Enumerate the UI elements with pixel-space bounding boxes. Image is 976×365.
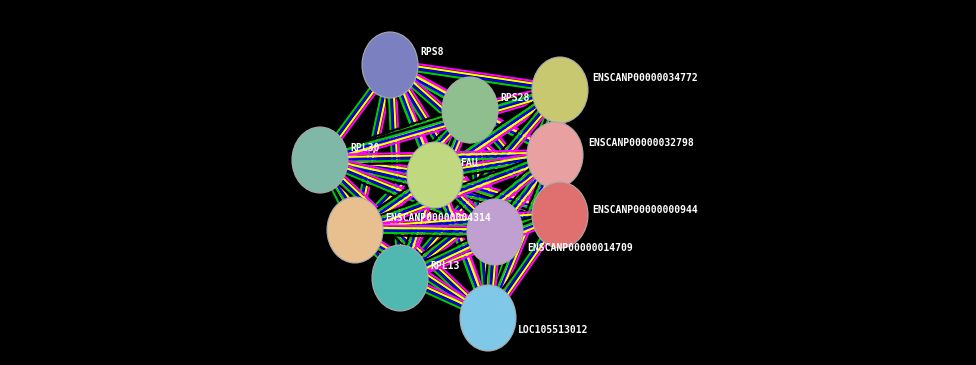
Ellipse shape [467,199,523,265]
Text: FAU: FAU [460,158,477,168]
Text: RPL13: RPL13 [430,261,460,271]
Text: ENSCANP00000034772: ENSCANP00000034772 [592,73,698,83]
Text: ENSCANP00000004314: ENSCANP00000004314 [385,213,491,223]
Ellipse shape [527,122,583,188]
Text: ENSCANP00000014709: ENSCANP00000014709 [527,243,632,253]
Text: RPL30: RPL30 [350,143,380,153]
Ellipse shape [362,32,418,98]
Ellipse shape [372,245,428,311]
Ellipse shape [532,182,588,248]
Ellipse shape [442,77,498,143]
Ellipse shape [327,197,383,263]
Ellipse shape [407,142,463,208]
Ellipse shape [532,57,588,123]
Text: ENSCANP00000032798: ENSCANP00000032798 [588,138,694,148]
Ellipse shape [292,127,348,193]
Text: RPS8: RPS8 [420,47,443,57]
Ellipse shape [460,285,516,351]
Text: ENSCANP00000000944: ENSCANP00000000944 [592,205,698,215]
Text: LOC105513012: LOC105513012 [518,325,589,335]
Text: RPS28: RPS28 [500,93,529,103]
